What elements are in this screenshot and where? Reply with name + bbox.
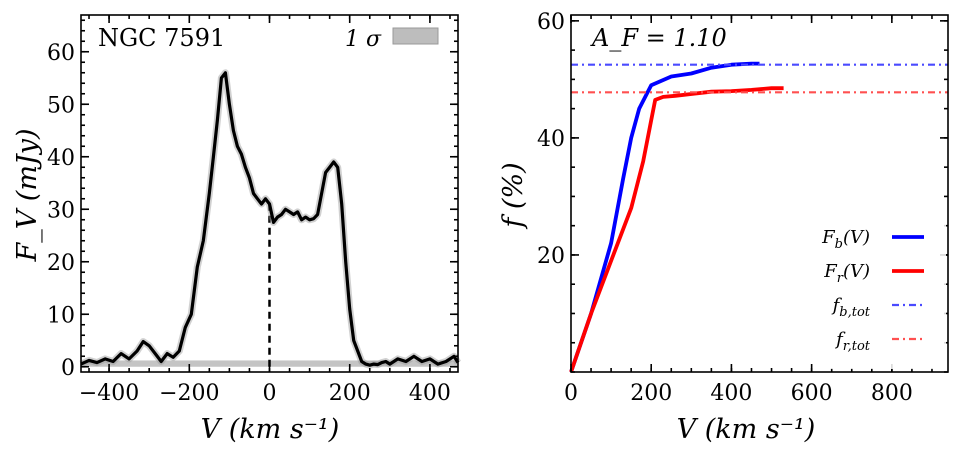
series-line-f-b-v-: [569, 61, 760, 373]
y-tick-label: 40: [537, 127, 565, 152]
right-axis-ticks: 0 200 400 600 800 20 40 60: [537, 10, 948, 406]
legend-label: Fb(V): [821, 227, 870, 252]
left-axis-ticks: −400 −200 0 200 400 0 10 20 30 40 50 60: [47, 15, 458, 406]
y-tick-label: 60: [537, 10, 565, 35]
right-plot-area: [569, 61, 948, 373]
left-plot-area: [79, 69, 461, 369]
x-tick-label: 200: [630, 381, 672, 406]
left-y-axis-label: F_V (mJy): [12, 128, 43, 262]
legend-label: Fr(V): [823, 261, 870, 286]
legend-box: [815, 217, 946, 369]
right-annotation: A_F = 1.10: [590, 24, 727, 52]
x-tick-label: 0: [564, 381, 578, 406]
sigma-legend-swatch: [392, 27, 439, 45]
x-tick-label: −400: [79, 381, 139, 406]
spectrum-uncertainty-envelope: [79, 69, 461, 369]
right-y-axis-label: f (%): [498, 162, 529, 229]
left-x-axis-label: V (km s⁻¹): [201, 414, 340, 445]
x-tick-label: 0: [263, 381, 277, 406]
y-tick-label: 10: [47, 303, 75, 328]
x-tick-label: 800: [871, 381, 913, 406]
left-annotation: NGC 7591: [98, 24, 225, 52]
flux-spectrum-panel: −400 −200 0 200 400 0 10 20 30 40 50 60 NGC 7591 1 …: [12, 14, 461, 445]
series-line-f-r-v-: [569, 86, 784, 373]
x-tick-label: 400: [409, 381, 451, 406]
y-tick-label: 0: [61, 356, 75, 381]
y-tick-label: 50: [47, 93, 75, 118]
y-tick-label: 40: [47, 146, 75, 171]
sigma-legend-label: 1 σ: [345, 27, 382, 52]
right-x-axis-label: V (km s⁻¹): [677, 414, 816, 445]
right-plot-frame: [570, 14, 949, 373]
y-tick-label: 20: [537, 244, 565, 269]
y-tick-label: 20: [47, 251, 75, 276]
cumulative-fraction-panel: 0 200 400 600 800 20 40 60 A_F = 1.10 Fb(V) Fr(V…: [498, 10, 949, 445]
x-tick-label: 200: [329, 381, 371, 406]
x-tick-label: 400: [710, 381, 752, 406]
x-tick-label: 600: [791, 381, 833, 406]
spectrum-line: [80, 71, 460, 367]
y-tick-label: 30: [47, 198, 75, 223]
y-tick-label: 60: [47, 41, 75, 66]
x-tick-label: −200: [159, 381, 219, 406]
